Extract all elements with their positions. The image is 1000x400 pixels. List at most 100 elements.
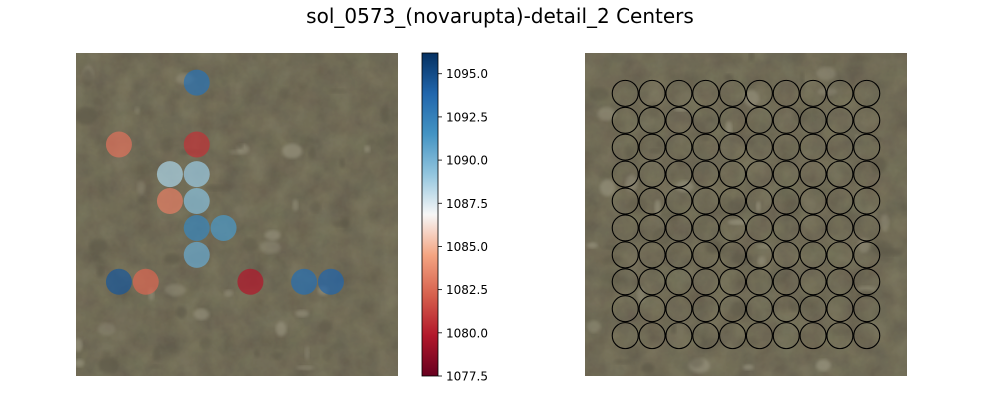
- grid-circle-marker: [745, 187, 773, 215]
- grid-circle-marker: [638, 133, 666, 161]
- terrain-texture-spot: [727, 219, 748, 225]
- colorbar-tick-label: 1095.0: [446, 67, 488, 81]
- grid-circle-marker: [611, 160, 639, 188]
- grid-circle-marker: [853, 160, 881, 188]
- colorbar-tick-label: 1092.5: [446, 110, 488, 124]
- terrain-texture-spot: [880, 213, 890, 232]
- terrain-texture-spot: [295, 310, 309, 318]
- grid-circle-marker: [719, 268, 747, 296]
- grid-circle-marker: [826, 268, 854, 296]
- terrain-texture-spot: [224, 289, 234, 297]
- terrain-image-right: [585, 53, 907, 376]
- grid-circle-marker: [745, 268, 773, 296]
- grid-circle-marker: [772, 106, 800, 134]
- grid-circle-marker: [772, 322, 800, 350]
- terrain-texture-spot: [703, 135, 710, 141]
- scatter-point: [105, 268, 132, 295]
- grid-circle-marker: [719, 79, 747, 107]
- grid-circle-marker: [665, 295, 693, 323]
- terrain-texture-spot: [364, 145, 371, 153]
- scatter-point: [183, 241, 210, 268]
- terrain-texture-spot: [254, 348, 260, 358]
- terrain-texture-spot: [756, 200, 761, 213]
- scatter-point: [183, 214, 210, 241]
- grid-circle-marker: [665, 160, 693, 188]
- grid-circle-marker: [853, 241, 881, 269]
- grid-circle-marker: [638, 187, 666, 215]
- grid-circle-marker: [853, 214, 881, 242]
- terrain-texture-spot: [601, 255, 623, 265]
- grid-circle-marker: [719, 295, 747, 323]
- terrain-texture-spot: [625, 175, 638, 192]
- terrain-texture-spot: [150, 364, 162, 369]
- grid-circle-marker: [853, 295, 881, 323]
- terrain-texture-spot: [689, 356, 704, 368]
- grid-circle-marker: [853, 268, 881, 296]
- grid-circle-marker: [772, 241, 800, 269]
- scatter-point: [183, 69, 210, 96]
- grid-circle-marker: [611, 241, 639, 269]
- terrain-texture-spot: [152, 347, 160, 361]
- grid-circle-marker: [665, 241, 693, 269]
- terrain-texture-spot: [816, 66, 836, 81]
- colorbar-gradient: [421, 52, 439, 377]
- grid-circle-marker: [611, 268, 639, 296]
- grid-circle-marker: [772, 133, 800, 161]
- grid-circle-marker: [799, 187, 827, 215]
- grid-circle-marker: [826, 241, 854, 269]
- grid-circle-marker: [772, 187, 800, 215]
- grid-circle-marker: [665, 187, 693, 215]
- terrain-texture-spot: [237, 142, 244, 149]
- grid-circle-marker: [692, 79, 720, 107]
- terrain-texture-spot: [264, 230, 281, 241]
- grid-circle-marker: [826, 187, 854, 215]
- grid-circle-marker: [611, 214, 639, 242]
- grid-circle-marker: [638, 106, 666, 134]
- grid-circle-marker: [826, 295, 854, 323]
- terrain-texture-spot: [275, 321, 287, 337]
- terrain-texture-spot: [723, 73, 734, 82]
- terrain-texture-spot: [176, 305, 187, 319]
- colorbar-tick-label: 1087.5: [446, 197, 488, 211]
- grid-circle-marker: [692, 214, 720, 242]
- terrain-texture-spot: [137, 196, 149, 205]
- terrain-texture-spot: [278, 87, 290, 99]
- grid-circle-marker: [853, 187, 881, 215]
- terrain-texture-spot: [881, 255, 893, 262]
- grid-circle-marker: [799, 214, 827, 242]
- grid-circle-marker: [638, 160, 666, 188]
- terrain-texture-spot: [309, 201, 321, 213]
- grid-circle-marker: [692, 295, 720, 323]
- terrain-texture-spot: [738, 337, 760, 348]
- terrain-texture-spot: [757, 256, 766, 266]
- grid-circle-marker: [611, 106, 639, 134]
- terrain-texture-spot: [641, 363, 655, 373]
- grid-circle-marker: [745, 106, 773, 134]
- grid-circle-marker: [692, 133, 720, 161]
- grid-circle-marker: [611, 187, 639, 215]
- terrain-texture-spot: [76, 359, 85, 368]
- grid-circle-marker: [745, 241, 773, 269]
- terrain-texture-spot: [296, 365, 315, 370]
- colorbar-tick-label: 1082.5: [446, 283, 488, 297]
- terrain-texture-spot: [875, 241, 893, 255]
- terrain-texture-spot: [322, 348, 333, 362]
- grid-circle-marker: [799, 133, 827, 161]
- grid-circle-marker: [719, 322, 747, 350]
- grid-circle-marker: [799, 79, 827, 107]
- grid-circle-marker: [799, 160, 827, 188]
- grid-circle-marker: [719, 160, 747, 188]
- grid-circle-marker: [692, 268, 720, 296]
- terrain-texture-spot: [271, 351, 283, 360]
- terrain-texture-spot: [76, 338, 83, 352]
- scatter-point: [183, 161, 210, 188]
- colorbar-tick-label: 1085.0: [446, 240, 488, 254]
- terrain-texture-spot: [282, 143, 303, 159]
- terrain-texture-spot: [292, 199, 299, 212]
- scatter-point: [156, 188, 183, 215]
- colorbar-tick-label: 1077.5: [446, 370, 488, 384]
- terrain-texture-spot: [339, 157, 345, 169]
- terrain-texture-spot: [705, 239, 721, 254]
